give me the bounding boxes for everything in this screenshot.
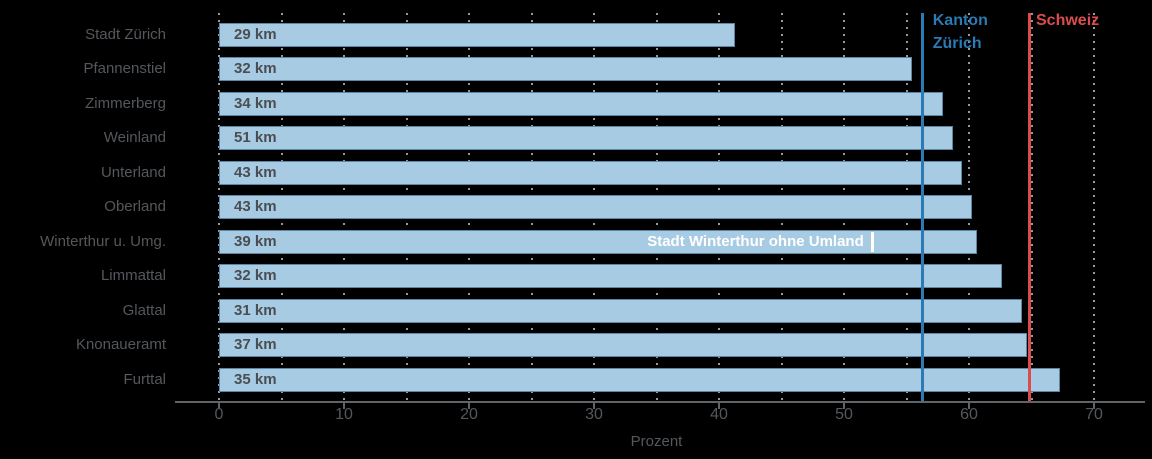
category-label: Weinland	[103, 129, 166, 147]
bar: 43 km	[219, 160, 962, 185]
axis-tick	[218, 401, 220, 409]
axis-tick	[343, 401, 345, 409]
axis-tick	[843, 401, 845, 409]
category-label: Limmattal	[100, 267, 166, 285]
bar: 29 km	[219, 22, 736, 47]
category-label: Unterland	[100, 163, 166, 181]
axis-tick	[718, 401, 720, 409]
annotation-text: Stadt Winterthur ohne Umland	[647, 232, 864, 250]
category-label: Pfannenstiel	[83, 60, 166, 78]
bar-value-label: 34 km	[234, 94, 277, 112]
reference-line-label: Schweiz	[1036, 9, 1099, 32]
gridline	[1030, 13, 1033, 402]
axis-tick-label: 30	[585, 406, 603, 423]
x-axis-line	[175, 401, 1145, 403]
category-label: Zimmerberg	[85, 94, 166, 112]
reference-line-schweiz	[1027, 13, 1031, 402]
axis-tick	[468, 401, 470, 409]
bar: 51 km	[219, 126, 953, 151]
reference-line-label-line: Kanton	[932, 12, 988, 29]
bar-value-label: 39 km	[234, 232, 277, 250]
category-label: Glattal	[122, 301, 166, 319]
bar-value-label: 31 km	[234, 301, 277, 319]
category-label: Furttal	[123, 371, 166, 388]
axis-tick-label: 50	[835, 406, 853, 423]
category-label: Knonaueramt	[75, 336, 166, 354]
bar-value-label: 43 km	[234, 163, 277, 181]
bar: 43 km	[219, 195, 972, 220]
axis-tick-label: 60	[960, 406, 978, 423]
axis-tick-label: 10	[335, 406, 353, 423]
axis-tick	[1093, 401, 1095, 409]
axis-tick-label: 0	[214, 406, 224, 423]
axis-tick-label: 40	[710, 406, 728, 423]
x-axis-title: Prozent	[630, 433, 683, 450]
bar-value-label: 32 km	[234, 267, 277, 285]
axis-tick-label: 70	[1085, 406, 1103, 423]
bar: 35 km	[219, 368, 1061, 392]
bar-value-label: 51 km	[234, 129, 277, 147]
gridline	[1093, 13, 1095, 402]
bar: 32 km	[219, 57, 912, 82]
bar-value-label: 32 km	[234, 60, 277, 78]
bar: 37 km	[219, 333, 1027, 358]
reference-line-kanton-zuerich	[921, 13, 925, 402]
axis-tick	[593, 401, 595, 409]
reference-line-label-line: Schweiz	[1036, 12, 1100, 29]
bar: 32 km	[219, 264, 1002, 289]
bar: 34 km	[219, 91, 943, 116]
bar-value-label: 37 km	[234, 336, 277, 354]
annotation-marker	[871, 231, 875, 252]
reference-line-label: Kanton Zürich	[933, 9, 988, 55]
bar: 31 km	[219, 298, 1022, 323]
bar: 39 km	[219, 229, 977, 254]
category-label: Stadt Zürich	[85, 25, 166, 43]
category-label: Oberland	[104, 198, 166, 216]
category-label: Winterthur u. Umg.	[40, 232, 166, 250]
axis-tick	[968, 401, 970, 409]
bar-value-label: 43 km	[234, 198, 277, 216]
plot-area: 29 km 32 km 34 km 51 km 43 km 43 km 39 km 32 km…	[218, 12, 1099, 402]
bar-value-label: 35 km	[234, 371, 277, 388]
reference-line-label-line: Zürich	[932, 35, 982, 52]
bar-value-label: 29 km	[234, 25, 277, 43]
axis-tick-label: 20	[460, 406, 478, 423]
